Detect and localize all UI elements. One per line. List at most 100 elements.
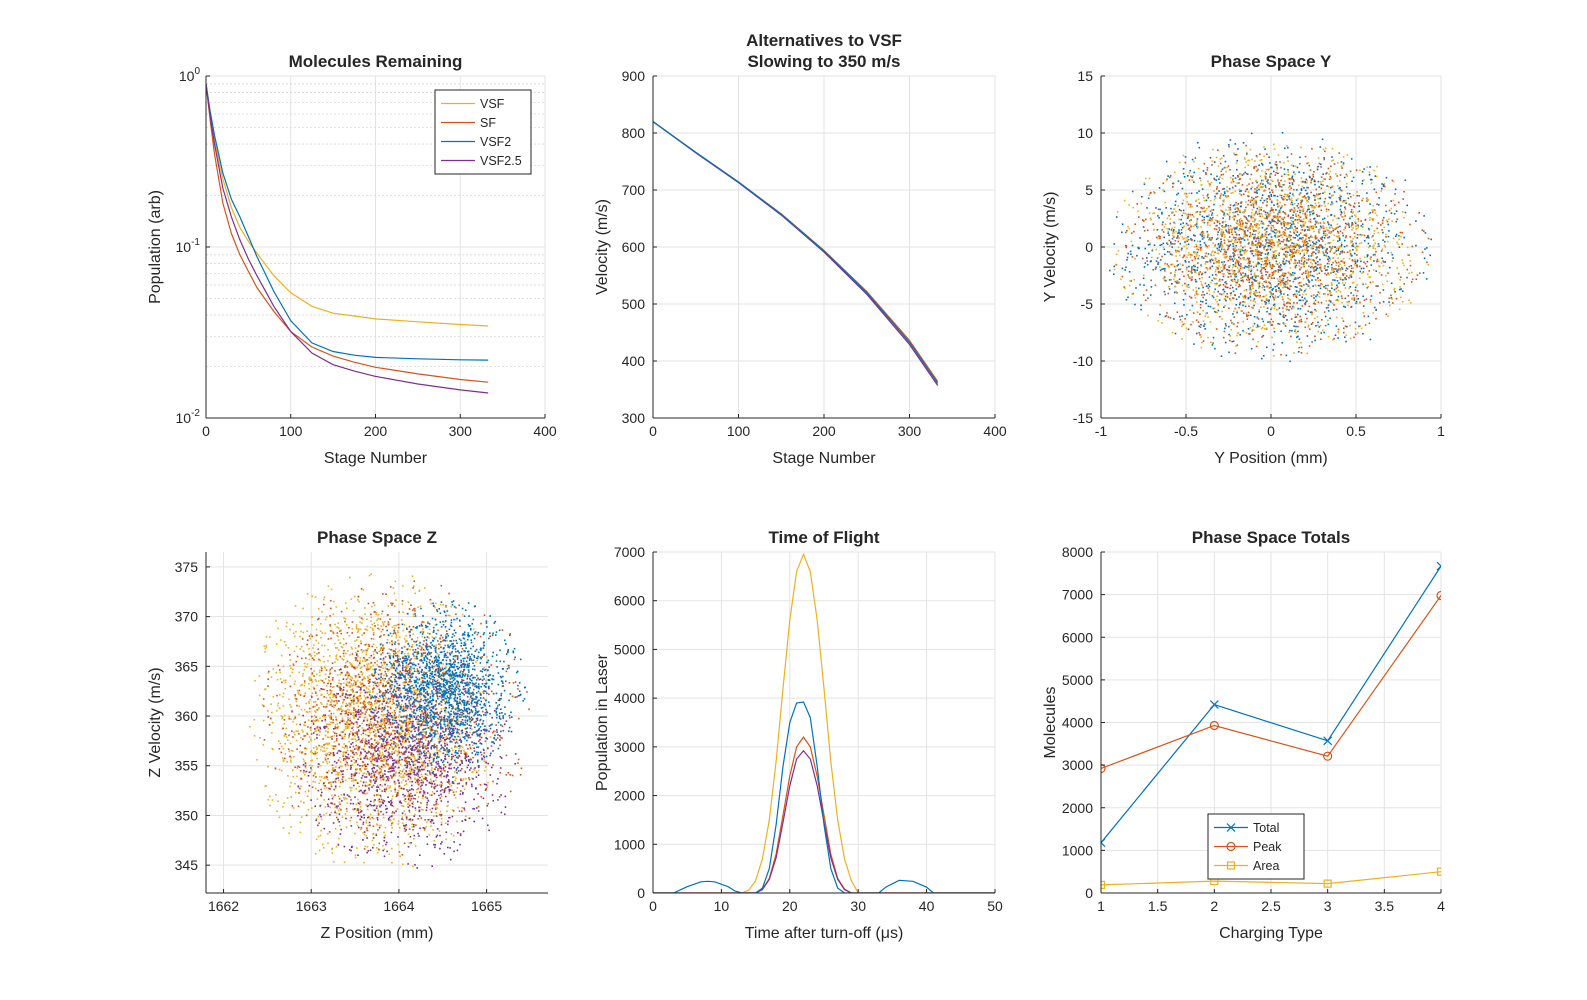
- scatter-point: [1358, 195, 1360, 197]
- scatter-point: [1313, 230, 1315, 233]
- scatter-point: [423, 621, 425, 624]
- scatter-point: [384, 827, 387, 829]
- scatter-point: [1324, 243, 1327, 246]
- scatter-point: [400, 732, 403, 735]
- scatter-point: [339, 765, 342, 767]
- scatter-point: [1416, 274, 1419, 276]
- scatter-point: [1299, 220, 1302, 222]
- scatter-point: [1323, 246, 1326, 249]
- scatter-point: [1270, 172, 1272, 175]
- scatter-point: [1350, 158, 1353, 160]
- scatter-point: [1197, 198, 1200, 201]
- scatter-point: [1368, 276, 1370, 278]
- scatter-point: [1337, 230, 1339, 233]
- scatter-point: [1268, 213, 1270, 216]
- scatter-point: [1411, 278, 1414, 281]
- scatter-point: [1306, 252, 1308, 254]
- scatter-point: [346, 802, 349, 804]
- scatter-point: [1333, 234, 1335, 237]
- scatter-point: [1220, 238, 1222, 240]
- scatter-point: [1261, 251, 1263, 254]
- scatter-point: [485, 679, 487, 682]
- scatter-point: [1385, 313, 1388, 316]
- scatter-point: [1207, 193, 1209, 196]
- scatter-point: [1147, 240, 1149, 242]
- scatter-point: [1268, 187, 1271, 190]
- scatter-point: [1161, 211, 1163, 214]
- scatter-point: [1330, 281, 1333, 284]
- scatter-point: [1237, 176, 1239, 178]
- scatter-point: [1368, 322, 1371, 325]
- scatter-point: [1293, 180, 1295, 182]
- scatter-point: [1196, 301, 1198, 303]
- scatter-point: [1181, 202, 1184, 205]
- scatter-point: [1303, 297, 1306, 300]
- scatter-point: [349, 755, 352, 758]
- scatter-point: [438, 830, 441, 832]
- scatter-point: [1316, 221, 1319, 224]
- scatter-point: [1345, 173, 1348, 176]
- scatter-point: [1152, 191, 1155, 193]
- scatter-point: [1332, 229, 1335, 232]
- scatter-point: [1149, 243, 1151, 246]
- scatter-point: [1323, 331, 1325, 334]
- scatter-point: [1338, 268, 1341, 270]
- scatter-point: [1274, 257, 1277, 259]
- scatter-point: [370, 620, 372, 622]
- scatter-point: [438, 654, 440, 657]
- scatter-point: [1311, 177, 1313, 180]
- scatter-point: [1215, 258, 1217, 260]
- scatter-point: [1285, 235, 1288, 237]
- scatter-point: [1202, 206, 1205, 209]
- scatter-point: [1159, 237, 1161, 240]
- scatter-point: [1301, 229, 1304, 231]
- scatter-point: [1201, 256, 1203, 258]
- scatter-point: [1150, 286, 1153, 288]
- scatter-point: [1421, 251, 1424, 253]
- scatter-point: [1304, 221, 1306, 224]
- scatter-point: [1136, 203, 1138, 205]
- scatter-point: [1189, 271, 1192, 273]
- scatter-point: [1202, 210, 1204, 213]
- scatter-point: [1242, 304, 1244, 307]
- scatter-point: [1192, 175, 1194, 177]
- scatter-point: [1348, 257, 1351, 260]
- scatter-point: [421, 721, 424, 724]
- scatter-point: [1293, 306, 1295, 309]
- scatter-point: [1252, 220, 1254, 223]
- scatter-point: [1182, 222, 1184, 224]
- scatter-point: [1250, 270, 1252, 273]
- scatter-point: [1252, 244, 1255, 246]
- scatter-point: [341, 717, 344, 720]
- scatter-point: [1345, 235, 1347, 237]
- scatter-point: [1304, 326, 1307, 329]
- scatter-point: [1314, 206, 1316, 209]
- scatter-point: [1339, 276, 1341, 279]
- scatter-point: [431, 791, 434, 793]
- scatter-point: [303, 724, 305, 726]
- scatter-point: [367, 647, 369, 650]
- scatter-point: [1328, 273, 1330, 276]
- scatter-point: [1257, 212, 1259, 215]
- scatter-point: [1273, 244, 1276, 247]
- scatter-point: [289, 742, 292, 745]
- scatter-point: [1366, 286, 1369, 289]
- scatter-point: [1232, 226, 1235, 229]
- scatter-point: [1269, 183, 1272, 185]
- scatter-point: [1354, 260, 1356, 263]
- scatter-point: [404, 784, 406, 786]
- scatter-point: [473, 769, 476, 771]
- scatter-point: [1286, 253, 1288, 256]
- scatter-point: [1317, 157, 1320, 159]
- scatter-point: [1247, 203, 1249, 206]
- scatter-point: [1333, 268, 1335, 270]
- scatter-point: [1175, 249, 1178, 252]
- scatter-point: [1243, 289, 1246, 292]
- scatter-point: [315, 838, 318, 841]
- scatter-point: [1290, 318, 1293, 320]
- scatter-point: [1249, 260, 1252, 263]
- scatter-point: [1352, 249, 1354, 251]
- scatter-point: [1289, 329, 1291, 332]
- scatter-point: [1243, 209, 1246, 211]
- scatter-point: [1314, 199, 1316, 201]
